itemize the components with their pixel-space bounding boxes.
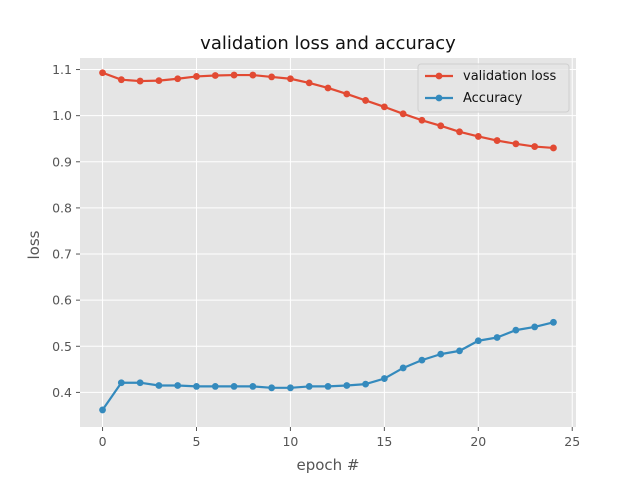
data-point-accuracy [211, 383, 219, 390]
data-point-accuracy [305, 383, 313, 390]
data-point-validation-loss [437, 122, 445, 130]
data-point-accuracy [474, 337, 482, 345]
data-point-validation-loss [531, 143, 539, 150]
data-point-accuracy [117, 379, 125, 387]
y-axis-label: loss [25, 230, 43, 259]
data-point-accuracy [99, 406, 106, 414]
data-point-validation-loss [268, 73, 276, 81]
y-tick-label: 0.6 [52, 293, 72, 308]
x-tick-label: 0 [99, 434, 107, 449]
data-point-validation-loss [474, 133, 482, 140]
data-point-validation-loss [399, 110, 407, 118]
data-point-validation-loss [512, 140, 520, 148]
data-point-accuracy [399, 364, 407, 372]
data-point-accuracy [437, 350, 445, 358]
x-axis-label: epoch # [296, 456, 359, 474]
data-point-accuracy [249, 383, 257, 390]
data-point-accuracy [155, 382, 163, 389]
x-tick-label: 10 [282, 434, 298, 449]
data-point-validation-loss [550, 144, 557, 152]
legend-box [417, 63, 570, 113]
data-point-accuracy [456, 347, 463, 355]
data-point-accuracy [362, 380, 369, 388]
data-point-validation-loss [287, 75, 294, 83]
data-point-validation-loss [380, 103, 388, 111]
data-point-validation-loss [193, 73, 200, 80]
data-point-validation-loss [155, 77, 163, 85]
x-tick-label: 20 [470, 434, 486, 449]
y-tick-label: 0.4 [52, 385, 72, 400]
data-point-accuracy [380, 375, 388, 382]
y-tick-label: 1.1 [52, 62, 72, 77]
legend-label-validation-loss: validation loss [463, 69, 556, 84]
series-layer [99, 69, 557, 414]
data-point-validation-loss [249, 71, 257, 79]
grid [80, 58, 576, 427]
data-point-validation-loss [418, 116, 426, 124]
data-point-accuracy [493, 334, 501, 341]
data-point-validation-loss [174, 75, 182, 83]
legend-label-accuracy: Accuracy [463, 91, 523, 106]
data-point-accuracy [550, 318, 557, 326]
x-tick-label: 25 [564, 434, 580, 449]
data-point-validation-loss [456, 128, 463, 136]
data-point-accuracy [512, 326, 520, 334]
legend-marker-validation-loss [435, 72, 443, 80]
data-point-validation-loss [117, 76, 125, 84]
legend: validation loss Accuracy [417, 63, 570, 113]
axis-ticks: 0 5 10 15 20 25 0.4 0.5 0.6 0.7 0.8 0.9 1.0 1.1 [52, 62, 580, 449]
data-point-validation-loss [99, 69, 106, 77]
data-point-accuracy [418, 356, 426, 364]
y-tick-label: 0.7 [52, 247, 72, 262]
data-point-validation-loss [136, 77, 144, 85]
y-tick-label: 1.0 [52, 108, 72, 123]
x-tick-label: 15 [376, 434, 392, 449]
y-tick-label: 0.8 [52, 200, 72, 215]
plot-area [80, 58, 576, 427]
data-point-accuracy [136, 379, 144, 387]
data-point-validation-loss [211, 72, 219, 79]
data-point-validation-loss [493, 137, 501, 144]
data-point-validation-loss [362, 97, 369, 104]
legend-marker-accuracy [435, 94, 443, 102]
data-point-accuracy [343, 382, 351, 389]
data-point-validation-loss [305, 79, 313, 87]
y-tick-label: 0.5 [52, 339, 72, 354]
data-point-accuracy [324, 383, 332, 390]
data-point-validation-loss [230, 71, 238, 79]
data-point-accuracy [287, 384, 294, 392]
chart-title: validation loss and accuracy [200, 33, 456, 54]
y-tick-label: 0.9 [52, 154, 72, 169]
data-point-accuracy [174, 382, 182, 389]
x-tick-label: 5 [193, 434, 201, 449]
data-point-validation-loss [324, 84, 332, 92]
data-point-accuracy [193, 383, 200, 390]
data-point-accuracy [531, 323, 539, 331]
data-point-accuracy [230, 383, 238, 390]
data-point-validation-loss [343, 90, 351, 98]
data-point-accuracy [268, 384, 276, 392]
